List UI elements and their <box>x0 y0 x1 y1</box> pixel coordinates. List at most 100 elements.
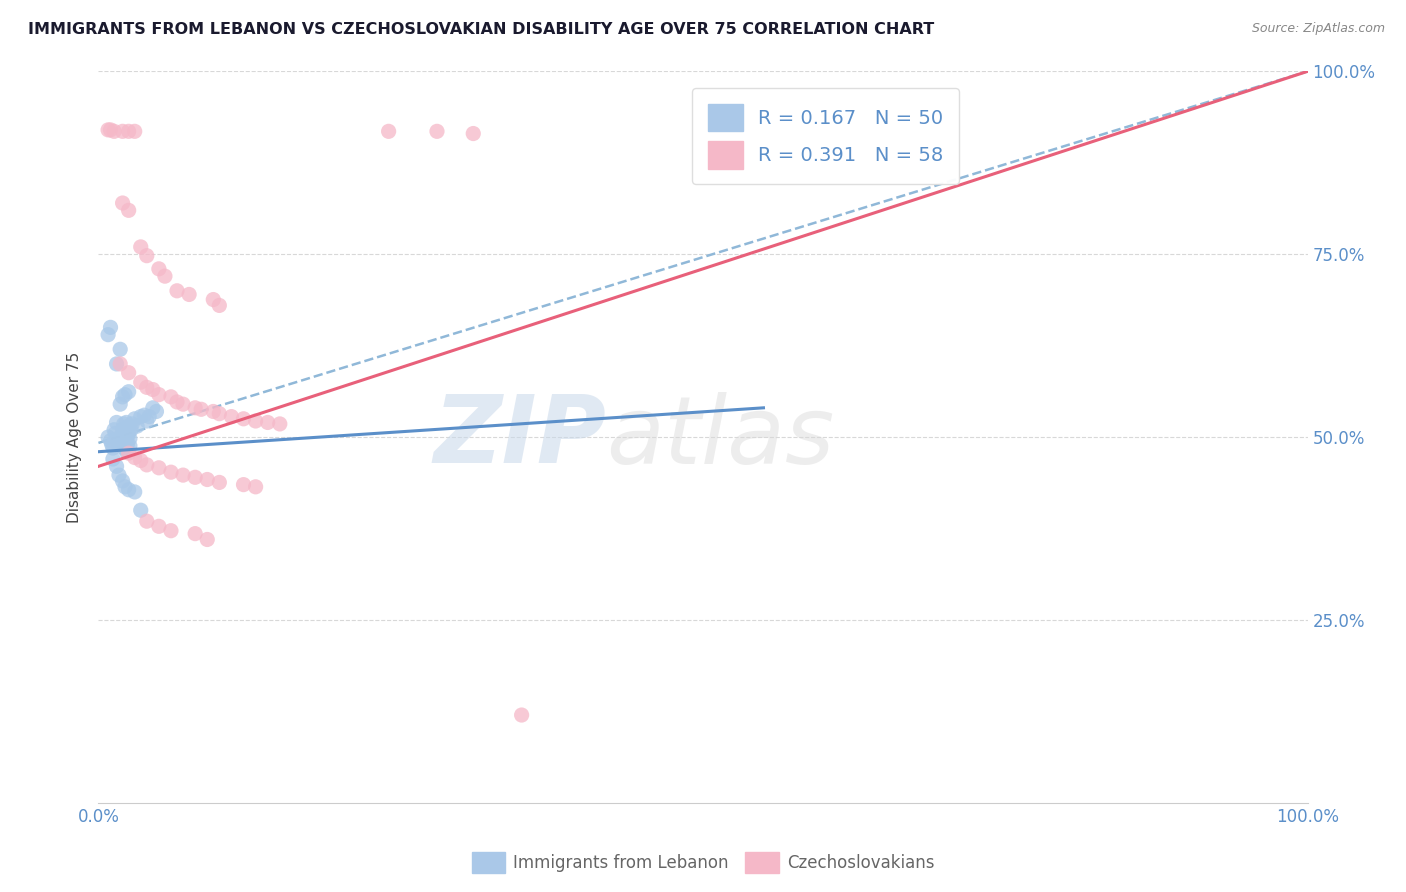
Point <box>114 480 136 494</box>
Point <box>142 401 165 415</box>
Point <box>114 387 136 401</box>
Point <box>118 432 141 446</box>
Point <box>118 384 141 399</box>
Point <box>153 269 176 284</box>
Point <box>208 407 231 421</box>
Point <box>114 434 136 448</box>
Point <box>202 404 225 418</box>
Point <box>232 412 254 426</box>
Point <box>118 483 141 497</box>
Text: IMMIGRANTS FROM LEBANON VS CZECHOSLOVAKIAN DISABILITY AGE OVER 75 CORRELATION CH: IMMIGRANTS FROM LEBANON VS CZECHOSLOVAKI… <box>28 22 935 37</box>
Point <box>105 459 128 474</box>
Point <box>269 417 291 431</box>
Point <box>195 533 218 547</box>
Point <box>160 524 183 538</box>
Point <box>135 514 157 528</box>
Point <box>101 452 124 467</box>
Point <box>117 430 139 444</box>
Point <box>510 708 533 723</box>
Point <box>100 437 122 451</box>
Point <box>124 412 146 426</box>
Point <box>111 474 134 488</box>
Point <box>103 124 125 138</box>
Point <box>172 468 194 483</box>
Text: ZIP: ZIP <box>433 391 606 483</box>
Text: atlas: atlas <box>606 392 835 483</box>
Point <box>105 357 128 371</box>
Point <box>208 475 231 490</box>
Point <box>256 416 278 430</box>
Point <box>111 390 134 404</box>
Point <box>166 395 188 409</box>
Point <box>115 444 138 458</box>
Point <box>124 124 146 138</box>
Point <box>111 124 134 138</box>
Point <box>100 434 122 448</box>
Point <box>184 401 207 415</box>
Point <box>104 426 127 441</box>
Point <box>118 419 141 434</box>
Point <box>111 196 134 211</box>
Point <box>208 298 231 312</box>
Legend: R = 0.167   N = 50, R = 0.391   N = 58: R = 0.167 N = 50, R = 0.391 N = 58 <box>692 88 959 185</box>
Point <box>138 409 160 424</box>
Point <box>120 423 142 437</box>
Point <box>179 287 201 301</box>
Point <box>124 450 146 465</box>
Point <box>118 439 141 453</box>
Point <box>463 127 485 141</box>
Point <box>129 240 152 254</box>
Point <box>135 380 157 394</box>
Point <box>111 423 134 437</box>
Text: Source: ZipAtlas.com: Source: ZipAtlas.com <box>1251 22 1385 36</box>
Point <box>127 419 149 434</box>
Point <box>108 434 131 448</box>
Point <box>108 343 131 357</box>
Point <box>190 402 212 417</box>
Point <box>160 390 183 404</box>
Legend: Immigrants from Lebanon, Czechoslovakians: Immigrants from Lebanon, Czechoslovakian… <box>465 846 941 880</box>
Point <box>118 203 141 218</box>
Point <box>118 366 141 380</box>
Point <box>103 423 125 437</box>
Point <box>184 526 207 541</box>
Point <box>135 249 157 263</box>
Point <box>121 417 143 431</box>
Point <box>145 404 167 418</box>
Point <box>97 123 120 137</box>
Point <box>148 519 170 533</box>
Point <box>124 485 146 500</box>
Point <box>172 397 194 411</box>
Point <box>134 408 156 422</box>
Point <box>148 261 170 276</box>
Point <box>221 409 243 424</box>
Point <box>118 124 141 138</box>
Point <box>129 503 152 517</box>
Point <box>100 123 122 137</box>
Point <box>107 432 129 446</box>
Point <box>97 327 120 342</box>
Point <box>108 357 131 371</box>
Point <box>108 439 131 453</box>
Point <box>117 437 139 451</box>
Point <box>232 477 254 491</box>
Point <box>111 428 134 442</box>
Point <box>108 397 131 411</box>
Point <box>245 480 267 494</box>
Point <box>135 414 157 428</box>
Point <box>112 417 135 431</box>
Point <box>142 383 165 397</box>
Point <box>118 446 141 460</box>
Point <box>148 460 170 475</box>
Point <box>129 453 152 467</box>
Point <box>195 473 218 487</box>
Point <box>148 387 170 401</box>
Point <box>108 468 131 483</box>
Point <box>166 284 188 298</box>
Point <box>101 441 124 455</box>
Point <box>245 414 267 428</box>
Point <box>129 409 152 424</box>
Point <box>97 430 120 444</box>
Point <box>112 441 135 455</box>
Point <box>100 320 122 334</box>
